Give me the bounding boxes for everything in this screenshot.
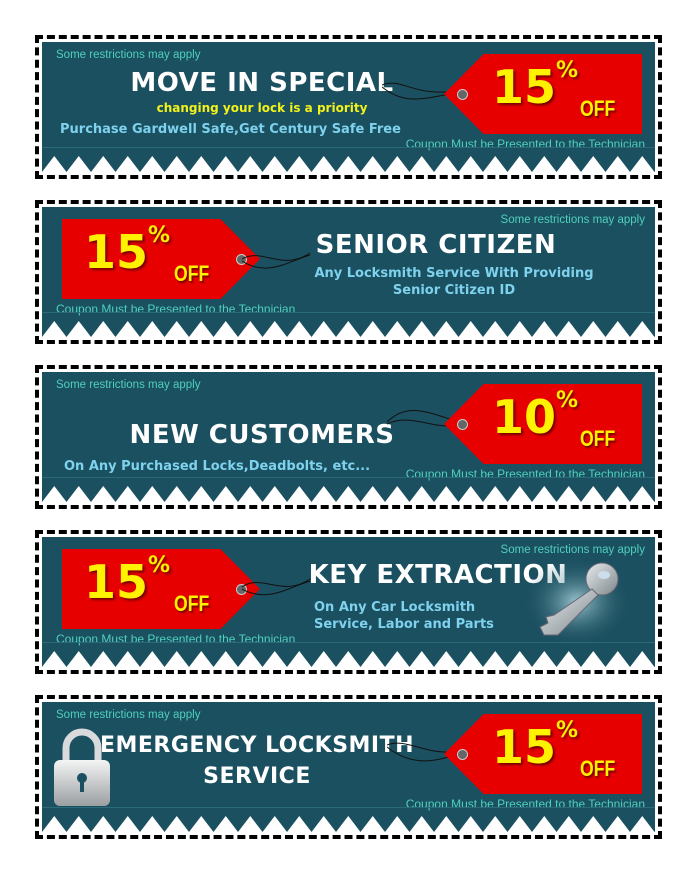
coupon-subtitle: changing your lock is a priority (156, 101, 368, 115)
coupon-note: Coupon Must be Presented to the Technici… (405, 467, 645, 481)
coupon-description-line-1: Any Locksmith Service With Providing (314, 266, 594, 281)
restrictions-text: Some restrictions may apply (56, 709, 201, 721)
coupon-note: Coupon Must be Presented to the Technici… (56, 632, 296, 646)
off-label: OFF (174, 261, 210, 286)
coupon-note: Coupon Must be Presented to the Technici… (405, 797, 645, 811)
off-label: OFF (580, 756, 616, 781)
tag-hole (236, 584, 247, 595)
restrictions-text: Some restrictions may apply (56, 379, 201, 391)
coupon-title: NEW CUSTOMERS (129, 420, 395, 450)
off-label: OFF (174, 591, 210, 616)
coupon-senior-citizen: Some restrictions may apply 15% OFF SENI… (35, 200, 662, 344)
discount-tag: 15% OFF (444, 714, 642, 794)
discount-tag: 15% OFF (444, 54, 642, 134)
coupon-panel: Some restrictions may apply 15% OFF KEY … (42, 537, 655, 667)
coupon-title-line-1: EMERGENCY LOCKSMITH (99, 733, 415, 758)
coupon-description-line-2: Senior Citizen ID (392, 283, 516, 298)
coupon-panel: Some restrictions may apply MOVE IN SPEC… (42, 42, 655, 172)
coupon-description: Purchase Gardwell Safe,Get Century Safe … (60, 122, 401, 137)
discount-tag: 10% OFF (444, 384, 642, 464)
restrictions-text: Some restrictions may apply (56, 49, 201, 61)
zigzag-edge (42, 649, 655, 667)
coupon-description: On Any Purchased Locks,Deadbolts, etc... (64, 459, 371, 474)
restrictions-text: Some restrictions may apply (500, 214, 645, 226)
zigzag-edge (42, 814, 655, 832)
padlock-icon (54, 728, 110, 806)
discount-tag: 15% OFF (62, 549, 260, 629)
tag-hole (236, 254, 247, 265)
coupon-title: KEY EXTRACTION (308, 560, 568, 590)
discount-value: 15% (492, 58, 579, 114)
zigzag-edge (42, 154, 655, 172)
key-icon (522, 557, 632, 647)
coupon-new-customers: Some restrictions may apply NEW CUSTOMER… (35, 365, 662, 509)
tag-hole (457, 749, 468, 760)
discount-value: 10% (492, 388, 579, 444)
coupon-description-line-2: Service, Labor and Parts (314, 617, 494, 632)
coupon-panel: Some restrictions may apply NEW CUSTOMER… (42, 372, 655, 502)
off-label: OFF (580, 96, 616, 121)
coupon-note: Coupon Must be Presented to the Technici… (405, 137, 645, 151)
discount-value: 15% (84, 553, 171, 609)
discount-value: 15% (492, 718, 579, 774)
coupon-key-extraction: Some restrictions may apply 15% OFF KEY … (35, 530, 662, 674)
tag-hole (457, 419, 468, 430)
coupon-title: SENIOR CITIZEN (315, 230, 557, 260)
discount-value: 15% (84, 223, 171, 279)
off-label: OFF (580, 426, 616, 451)
coupon-panel: Some restrictions may apply EMERGENCY LO… (42, 702, 655, 832)
zigzag-edge (42, 319, 655, 337)
coupon-panel: Some restrictions may apply 15% OFF SENI… (42, 207, 655, 337)
coupon-note: Coupon Must be Presented to the Technici… (56, 302, 296, 316)
discount-tag: 15% OFF (62, 219, 260, 299)
coupon-title: MOVE IN SPECIAL (130, 68, 394, 98)
coupon-title-line-2: SERVICE (203, 764, 311, 789)
restrictions-text: Some restrictions may apply (500, 544, 645, 556)
coupon-emergency-locksmith: Some restrictions may apply EMERGENCY LO… (35, 695, 662, 839)
zigzag-edge (42, 484, 655, 502)
tag-hole (457, 89, 468, 100)
coupon-move-in-special: Some restrictions may apply MOVE IN SPEC… (35, 35, 662, 179)
coupon-description-line-1: On Any Car Locksmith (314, 600, 476, 615)
